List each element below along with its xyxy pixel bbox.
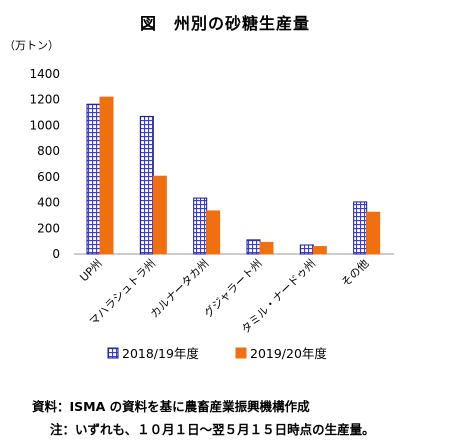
chart-title: 図 州別の砂糖生産量 [139, 14, 310, 33]
x-tick-label: その他 [339, 257, 372, 290]
bar-2018-19-3 [246, 239, 261, 255]
footnote: 注：いずれも、１０月１日～翌５月１５日時点の生産量。 [50, 422, 375, 437]
bar-2019-20-3 [259, 241, 274, 255]
bar-2018-19-5 [353, 201, 368, 255]
bar-2019-20-2 [206, 210, 221, 255]
y-tick-label: 800 [37, 144, 60, 158]
y-tick-label: 1000 [29, 118, 60, 132]
bar-2018-19-1 [139, 115, 154, 255]
bar-2018-19-4 [299, 244, 314, 255]
y-tick-label: 1200 [29, 93, 60, 107]
y-tick-label: 400 [37, 196, 60, 210]
y-tick-label: 1400 [29, 67, 60, 81]
y-axis-unit-label: （万トン） [4, 39, 59, 52]
bars [86, 96, 381, 255]
bar-2018-19-2 [193, 197, 208, 255]
bar-2019-20-1 [152, 175, 167, 255]
bar-2018-19-0 [86, 103, 101, 255]
legend-label: 2019/20年度 [250, 346, 327, 361]
bar-2019-20-4 [312, 246, 327, 255]
legend-label: 2018/19年度 [122, 346, 199, 361]
legend-swatch [235, 347, 247, 359]
legend-swatch [107, 347, 119, 359]
x-tick-label: UP州 [77, 257, 104, 284]
y-tick-label: 0 [52, 247, 60, 261]
y-tick-label: 200 [37, 221, 60, 235]
y-tick-label: 600 [37, 170, 60, 184]
y-axis-ticks: 0 200 400 600 800 1000 1200 1400 [29, 67, 60, 261]
legend: 2018/19年度 2019/20年度 [107, 346, 327, 361]
bar-2019-20-5 [366, 211, 381, 255]
bar-2019-20-0 [99, 96, 114, 255]
source-note: 資料：ISMA の資料を基に農畜産業振興機構作成 [32, 399, 310, 414]
